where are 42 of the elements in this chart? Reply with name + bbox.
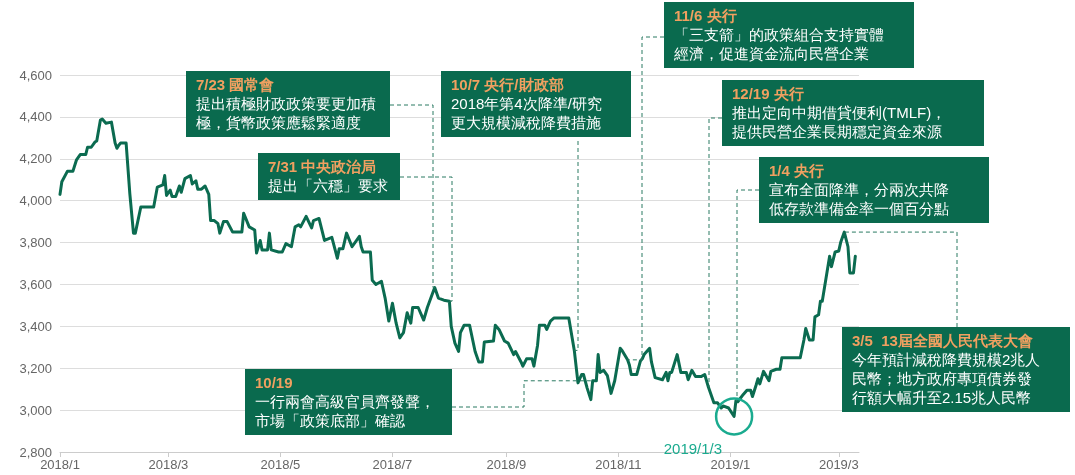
annotation: 12/19 央行 bbox=[732, 84, 805, 103]
annotation: 提出積極財政政策要更加積極，貨幣政策應鬆緊適度 bbox=[196, 94, 377, 132]
callout-box: 7/31 中央政治局 提出「六穩」要求 bbox=[258, 153, 400, 200]
annotation: 今年預計減稅降費規模2兆人民幣；地方政府專項債券發行額大幅升至2.15兆人民幣 bbox=[852, 350, 1042, 407]
annotation: 宣布全面降準，分兩次共降低存款準備金率一個百分點 bbox=[769, 180, 950, 218]
callout-box: 3/5 13屆全國人民代表大會 今年預計減稅降費規模2兆人民幣；地方政府專項債券發行額大幅升至2.15兆人民幣 bbox=[842, 327, 1070, 412]
y-tick-label: 3,400 bbox=[19, 318, 52, 334]
annotation: 3/5 13屆全國人民代表大會 bbox=[852, 331, 1034, 350]
x-tick-label: 2019/1 bbox=[710, 457, 751, 472]
x-tick-label: 2018/7 bbox=[372, 457, 413, 472]
annotation: 7/31 中央政治局 bbox=[268, 157, 378, 176]
x-tick-label: 2019/3 bbox=[818, 457, 859, 472]
callout-box: 10/7 央行/財政部 2018年第4次降準/研究更大規模減稅降費措施 bbox=[441, 71, 631, 137]
y-tick-label: 4,600 bbox=[19, 67, 52, 83]
y-tick-label: 3,000 bbox=[19, 402, 52, 418]
x-tick-label: 2018/1 bbox=[40, 457, 80, 472]
annotation: 2018年第4次降準/研究更大規模減稅降費措施 bbox=[451, 94, 603, 132]
y-tick-label: 3,200 bbox=[19, 360, 52, 376]
annotation: 1/4 央行 bbox=[769, 161, 826, 180]
x-tick-label: 2018/5 bbox=[260, 457, 301, 472]
annotation: 10/7 央行/財政部 bbox=[451, 75, 565, 94]
callout-box: 7/23 國常會 提出積極財政政策要更加積極，貨幣政策應鬆緊適度 bbox=[186, 71, 390, 137]
annotation: 7/23 國常會 bbox=[196, 75, 276, 94]
y-tick-label: 3,600 bbox=[19, 276, 52, 292]
y-tick-label: 4,000 bbox=[19, 193, 52, 209]
callout-box: 10/19 一行兩會高級官員齊發聲，市場「政策底部」確認 bbox=[245, 369, 452, 435]
y-tick-label: 4,200 bbox=[19, 151, 52, 167]
annotation: 推出定向中期借貸便利(TMLF)，提供民營企業長期穩定資金來源 bbox=[732, 103, 948, 141]
annotation: 「三支箭」的政策組合支持實體經濟，促進資金流向民營企業 bbox=[674, 25, 885, 63]
y-tick-label: 3,800 bbox=[19, 235, 52, 251]
x-tick-label: 2018/9 bbox=[486, 457, 527, 472]
x-tick-label: 2018/11 bbox=[595, 457, 642, 472]
annotation: 2019/1/3 bbox=[663, 440, 723, 458]
annotation: 10/19 bbox=[255, 373, 294, 392]
y-tick-label: 4,400 bbox=[19, 109, 52, 125]
y-tick-label: 2,800 bbox=[19, 444, 52, 460]
annotation: 一行兩會高級官員齊發聲，市場「政策底部」確認 bbox=[255, 392, 436, 430]
callout-box: 12/19 央行 推出定向中期借貸便利(TMLF)，提供民營企業長期穩定資金來源 bbox=[722, 80, 984, 146]
annotation: 提出「六穩」要求 bbox=[268, 176, 389, 195]
callout-box: 1/4 央行 宣布全面降準，分兩次共降低存款準備金率一個百分點 bbox=[759, 157, 989, 223]
callout-box: 11/6 央行 「三支箭」的政策組合支持實體經濟，促進資金流向民營企業 bbox=[664, 2, 914, 68]
x-tick-label: 2018/3 bbox=[148, 457, 189, 472]
